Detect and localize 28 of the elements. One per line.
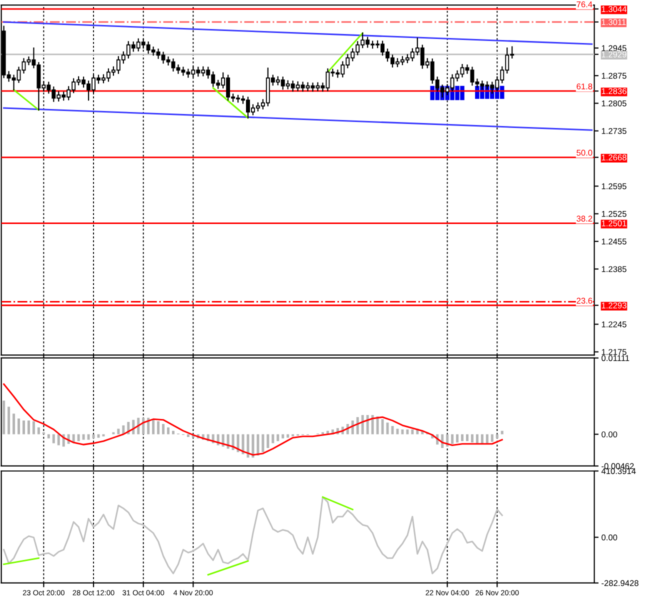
y-tick-label: 0.00 <box>602 534 618 540</box>
y-tick-label: 1.2455 <box>602 238 626 244</box>
y-tick-label: 1.2805 <box>602 100 626 106</box>
y-tick-label: 1.2175 <box>602 349 626 355</box>
y-tick-label: 1.2385 <box>602 266 626 272</box>
y-tick-label: -282.9428 <box>602 580 638 586</box>
y-tick-label: -0.00462 <box>602 463 634 470</box>
y-tick-label: 1.2595 <box>602 183 626 190</box>
y-tick-label: 1.2501 <box>602 220 626 226</box>
y-tick-label: 1.2245 <box>602 321 626 328</box>
annotation: 38.2 <box>576 216 592 222</box>
annotation: 50.0 <box>576 150 592 156</box>
y-tick-label: 1.2293 <box>602 302 626 308</box>
annotation: 76.4 <box>576 1 592 8</box>
y-tick-label: 410.3914 <box>601 468 636 474</box>
y-tick-label: 1.2735 <box>602 128 626 134</box>
y-tick-label: 1.2525 <box>602 210 626 217</box>
y-tick-label: 1.2875 <box>602 72 626 79</box>
annotation: 23.6 <box>576 298 592 304</box>
y-tick-label: 0.01111 <box>602 355 630 362</box>
y-tick-label: 1.3011 <box>602 19 626 26</box>
y-tick-label: 1.2836 <box>602 88 626 94</box>
annotation: 61.8 <box>576 83 592 90</box>
y-tick-label: 1.2945 <box>602 45 626 52</box>
y-tick-label: 0.00 <box>602 431 618 438</box>
y-tick-label: 1.2929 <box>602 52 626 58</box>
y-tick-label: 1.2668 <box>602 154 626 160</box>
y-tick-label: 1.3044 <box>602 6 626 12</box>
